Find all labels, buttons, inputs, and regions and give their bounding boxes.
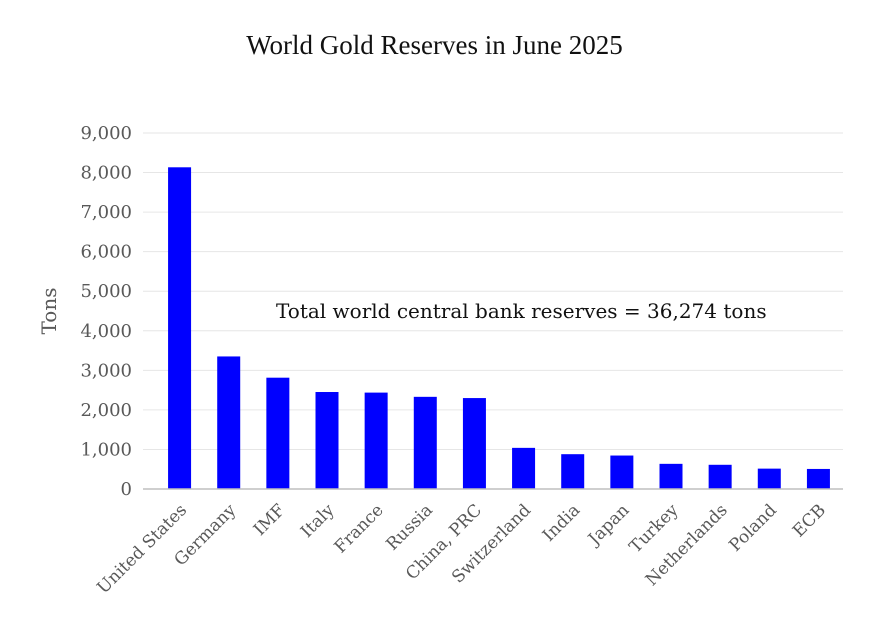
x-tick-label: France (331, 500, 388, 557)
y-tick-label: 5,000 (80, 281, 132, 302)
bar (364, 392, 388, 489)
bar (659, 463, 683, 489)
total-reserves-annotation: Total world central bank reserves = 36,2… (276, 299, 767, 323)
y-tick-label: 3,000 (80, 360, 132, 381)
y-axis-title: Tons (37, 288, 61, 335)
bar (462, 398, 486, 489)
x-tick-label: India (539, 500, 584, 545)
chart-title: World Gold Reserves in June 2025 (246, 30, 623, 60)
y-tick-label: 7,000 (80, 202, 132, 223)
bar (315, 392, 339, 489)
y-tick-label: 4,000 (80, 321, 132, 342)
y-tick-label: 8,000 (80, 163, 132, 184)
bar (757, 468, 781, 489)
bar (217, 356, 241, 489)
x-tick-label: Poland (725, 500, 781, 556)
x-tick-label: Italy (297, 500, 339, 542)
bar (708, 464, 732, 489)
bar (512, 447, 536, 489)
bar (561, 454, 585, 489)
bar (266, 377, 290, 489)
bars (168, 167, 830, 489)
bar (413, 396, 437, 489)
y-axis-ticks: 0 1,000 2,000 3,000 4,000 5,000 6,000 7,000 8,00… (80, 123, 132, 500)
y-tick-label: 9,000 (80, 123, 132, 144)
x-tick-label: ECB (789, 500, 830, 541)
x-tick-label: IMF (250, 500, 290, 540)
y-tick-label: 1,000 (80, 439, 132, 460)
bar (168, 167, 192, 489)
y-tick-label: 2,000 (80, 400, 132, 421)
bar (610, 455, 634, 489)
bar (806, 468, 830, 489)
y-tick-label: 6,000 (80, 242, 132, 263)
gridlines (143, 132, 843, 450)
y-tick-label: 0 (121, 479, 132, 500)
